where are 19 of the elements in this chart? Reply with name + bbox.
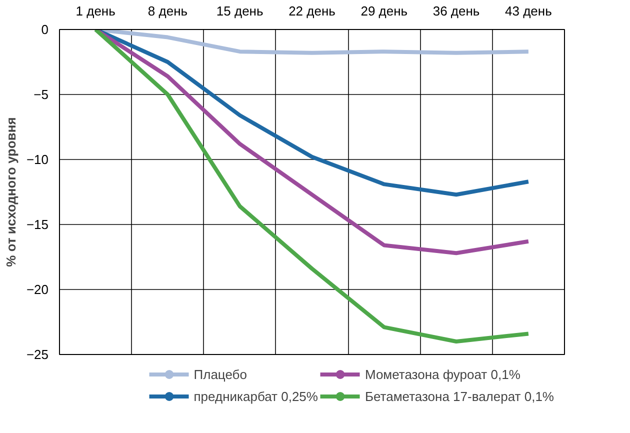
y-tick-label: −20 (26, 282, 49, 297)
legend-label: Бетаметазона 17-валерат 0,1% (364, 388, 554, 404)
line-series (94, 30, 530, 344)
x-tick-label: 36 день (432, 4, 480, 18)
legend-label: Мометазона фуроат 0,1% (364, 366, 520, 382)
y-axis-title: % от исходного уровня (3, 117, 18, 267)
y-tick-label: −10 (26, 152, 49, 167)
y-tick-label: −15 (26, 217, 49, 232)
x-tick-label: 15 день (216, 4, 264, 18)
x-tick-label: 1 день (76, 4, 116, 18)
y-tick-label: 0 (41, 22, 49, 37)
x-tick-label: 8 день (148, 4, 188, 18)
x-tick-label: 43 день (505, 4, 552, 18)
legend-label: Плацебо (194, 366, 247, 382)
legend-label: предникарбат 0,25% (194, 388, 318, 404)
x-tick-label: 22 день (288, 4, 336, 18)
y-tick-label: −5 (34, 87, 49, 102)
y-tick-label: −25 (26, 347, 49, 362)
x-tick-label: 29 день (360, 4, 408, 18)
